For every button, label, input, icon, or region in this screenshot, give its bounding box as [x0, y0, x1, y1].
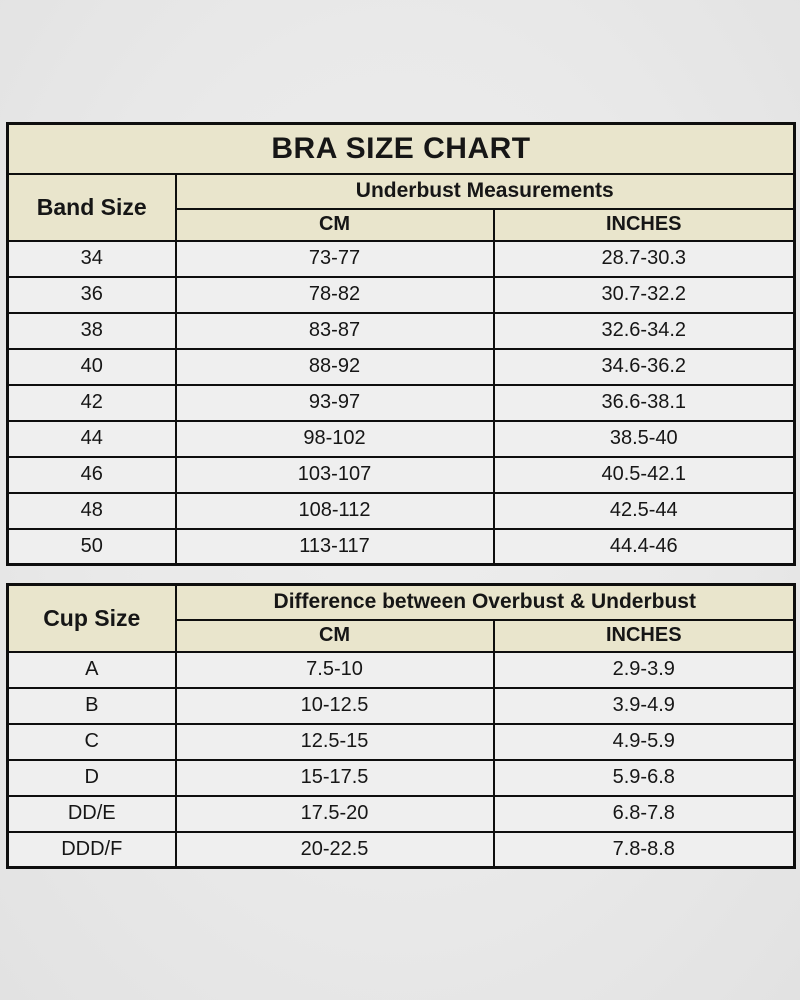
inches-value-cell: 4.9-5.9 [492, 722, 796, 761]
cm-value-cell: 83-87 [174, 311, 495, 350]
inches-value-cell: 3.9-4.9 [492, 686, 796, 725]
cm-value-cell: 12.5-15 [174, 722, 495, 761]
cup-size-cell: A [6, 650, 177, 689]
band-size-cell: 36 [6, 275, 177, 314]
cm-value-cell: 7.5-10 [174, 650, 495, 689]
inches-value-cell: 28.7-30.3 [492, 239, 796, 278]
band-size-cell: 46 [6, 455, 177, 494]
band-size-header: Band Size [6, 172, 177, 242]
cup-size-header: Cup Size [6, 583, 177, 653]
table-row: B 10-12.5 3.9-4.9 [6, 686, 796, 725]
band-size-cell: 44 [6, 419, 177, 458]
band-size-cell: 50 [6, 527, 177, 566]
table-row: C 12.5-15 4.9-5.9 [6, 722, 796, 761]
inches-value-cell: 5.9-6.8 [492, 758, 796, 797]
cm-value-cell: 20-22.5 [174, 830, 495, 869]
table-row: 48 108-112 42.5-44 [6, 491, 796, 530]
table-row: DDD/F 20-22.5 7.8-8.8 [6, 830, 796, 869]
cm-value-cell: 108-112 [174, 491, 495, 530]
band-size-cell: 38 [6, 311, 177, 350]
cup-size-cell: D [6, 758, 177, 797]
table-row: DD/E 17.5-20 6.8-7.8 [6, 794, 796, 833]
cup-size-cell: DDD/F [6, 830, 177, 869]
cm-value-cell: 73-77 [174, 239, 495, 278]
cup-size-table: Cup Size Difference between Overbust & U… [6, 583, 797, 869]
cm-value-cell: 17.5-20 [174, 794, 495, 833]
inches-value-cell: 40.5-42.1 [492, 455, 796, 494]
cup-size-cell: B [6, 686, 177, 725]
table-row: D 15-17.5 5.9-6.8 [6, 758, 796, 797]
cm-value-cell: 78-82 [174, 275, 495, 314]
inches-value-cell: 7.8-8.8 [492, 830, 796, 869]
table-row: 36 78-82 30.7-32.2 [6, 275, 796, 314]
inches-value-cell: 36.6-38.1 [492, 383, 796, 422]
table-row: 42 93-97 36.6-38.1 [6, 383, 796, 422]
inches-value-cell: 44.4-46 [492, 527, 796, 566]
table-row: 38 83-87 32.6-34.2 [6, 311, 796, 350]
cm-value-cell: 10-12.5 [174, 686, 495, 725]
cup-inches-column-header: INCHES [492, 618, 796, 653]
inches-value-cell: 32.6-34.2 [492, 311, 796, 350]
band-size-table: BRA SIZE CHART Band Size Underbust Measu… [6, 122, 796, 566]
overbust-difference-header: Difference between Overbust & Underbust [174, 583, 796, 621]
inches-value-cell: 30.7-32.2 [492, 275, 796, 314]
table-row: 34 73-77 28.7-30.3 [6, 239, 796, 278]
cm-value-cell: 15-17.5 [174, 758, 495, 797]
cm-value-cell: 103-107 [174, 455, 495, 494]
table-row: A 7.5-10 2.9-3.9 [6, 650, 796, 689]
chart-title: BRA SIZE CHART [6, 122, 796, 175]
band-size-cell: 34 [6, 239, 177, 278]
table-row: 46 103-107 40.5-42.1 [6, 455, 796, 494]
cup-size-cell: DD/E [6, 794, 177, 833]
inches-value-cell: 34.6-36.2 [492, 347, 796, 386]
cm-value-cell: 93-97 [174, 383, 495, 422]
cm-value-cell: 88-92 [174, 347, 495, 386]
band-inches-column-header: INCHES [492, 207, 796, 242]
table-row: 50 113-117 44.4-46 [6, 527, 796, 566]
band-cm-column-header: CM [174, 207, 495, 242]
cup-size-cell: C [6, 722, 177, 761]
cm-value-cell: 98-102 [174, 419, 495, 458]
inches-value-cell: 38.5-40 [492, 419, 796, 458]
inches-value-cell: 6.8-7.8 [492, 794, 796, 833]
underbust-measurements-header: Underbust Measurements [174, 172, 796, 210]
inches-value-cell: 42.5-44 [492, 491, 796, 530]
cm-value-cell: 113-117 [174, 527, 495, 566]
band-size-cell: 40 [6, 347, 177, 386]
band-size-cell: 42 [6, 383, 177, 422]
cup-cm-column-header: CM [174, 618, 495, 653]
table-row: 44 98-102 38.5-40 [6, 419, 796, 458]
inches-value-cell: 2.9-3.9 [492, 650, 796, 689]
band-size-cell: 48 [6, 491, 177, 530]
table-row: 40 88-92 34.6-36.2 [6, 347, 796, 386]
